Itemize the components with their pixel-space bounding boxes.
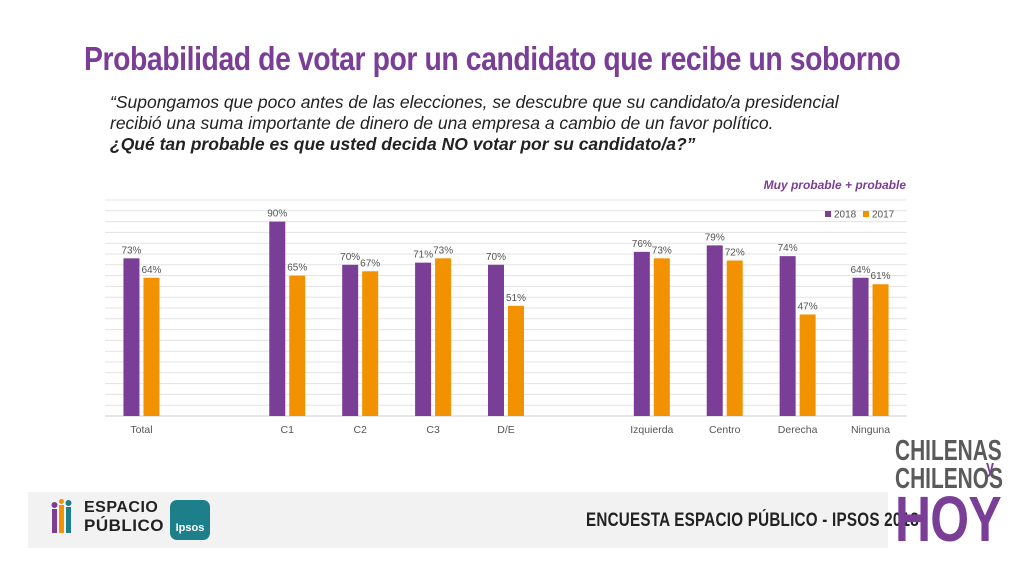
bar-2017 <box>435 258 452 416</box>
data-label-2017: 73% <box>433 245 453 256</box>
bar-2018 <box>342 264 359 416</box>
survey-question: “Supongamos que poco antes de las elecci… <box>110 92 970 155</box>
bar-2017 <box>508 305 524 416</box>
data-label-2017: 67% <box>360 258 380 269</box>
x-tick-label: Izquierda <box>630 424 673 436</box>
legend-swatch-2017 <box>863 211 869 217</box>
bar-2017 <box>726 260 743 416</box>
ipsos-label: Ipsos <box>175 522 205 534</box>
legend-label-2017: 2017 <box>872 210 895 221</box>
data-label-2018: 71% <box>413 250 433 261</box>
bar-2018 <box>779 256 796 416</box>
bar-2017 <box>362 271 379 416</box>
data-label-2018: 73% <box>121 245 141 256</box>
bar-2018 <box>852 277 869 416</box>
data-label-2017: 61% <box>871 271 891 282</box>
bar-2017 <box>289 275 306 416</box>
data-label-2018: 70% <box>340 252 360 263</box>
bar-2017 <box>143 277 160 416</box>
bar-2017 <box>799 314 816 416</box>
x-tick-label: C2 <box>353 424 367 436</box>
bar-2018 <box>415 262 432 416</box>
page-title: Probabilidad de votar por un candidato q… <box>84 40 901 77</box>
ipsos-logo: Ipsos <box>170 500 210 540</box>
data-label-2018: 70% <box>486 252 506 263</box>
espacio-publico-logo: ESPACIO PÚBLICO <box>50 499 164 535</box>
bar-2018 <box>269 221 286 416</box>
legend-label-2018: 2018 <box>834 210 857 221</box>
legend-swatch-2018 <box>825 211 831 217</box>
brand-hoy: HOY <box>895 483 1002 555</box>
data-label-2018: 90% <box>267 209 287 220</box>
espacio-line-1: ESPACIO <box>84 499 159 516</box>
data-label-2017: 64% <box>141 265 161 276</box>
x-tick-label: Ninguna <box>851 424 890 436</box>
bar-2018 <box>706 245 723 416</box>
data-label-2017: 73% <box>652 245 672 256</box>
question-line-1: “Supongamos que poco antes de las elecci… <box>110 92 839 112</box>
x-tick-label: Derecha <box>778 424 818 436</box>
brand-y: y <box>986 457 995 477</box>
bar-2018 <box>123 258 140 416</box>
data-label-2017: 51% <box>506 293 526 304</box>
x-tick-label: Centro <box>709 424 741 436</box>
x-tick-label: D/E <box>497 424 515 436</box>
bar-2018 <box>633 251 650 416</box>
bar-2017 <box>653 258 670 416</box>
data-label-2017: 65% <box>287 263 307 274</box>
brand-line-1: CHILENAS <box>895 435 1002 467</box>
data-label-2018: 76% <box>632 239 652 250</box>
data-label-2017: 72% <box>725 247 745 258</box>
data-label-2018: 64% <box>851 265 871 276</box>
bar-2018 <box>488 264 504 416</box>
data-label-2017: 47% <box>798 301 818 312</box>
brand-line-2: CHILENOS <box>895 463 1003 495</box>
x-tick-label: C3 <box>426 424 440 436</box>
data-label-2018: 79% <box>705 232 725 243</box>
espacio-line-2: PÚBLICO <box>84 516 164 535</box>
question-line-3: ¿Qué tan probable es que usted decida NO… <box>110 134 696 154</box>
espacio-publico-icon <box>51 499 72 533</box>
question-line-2: recibió una suma importante de dinero de… <box>110 113 774 133</box>
bar-2017 <box>872 284 889 416</box>
x-tick-label: C1 <box>281 424 295 436</box>
x-tick-label: Total <box>130 424 152 436</box>
chart-note: Muy probable + probable <box>763 178 906 192</box>
data-label-2018: 74% <box>778 243 798 254</box>
survey-label: ENCUESTA ESPACIO PÚBLICO - IPSOS 2018 <box>586 510 919 531</box>
